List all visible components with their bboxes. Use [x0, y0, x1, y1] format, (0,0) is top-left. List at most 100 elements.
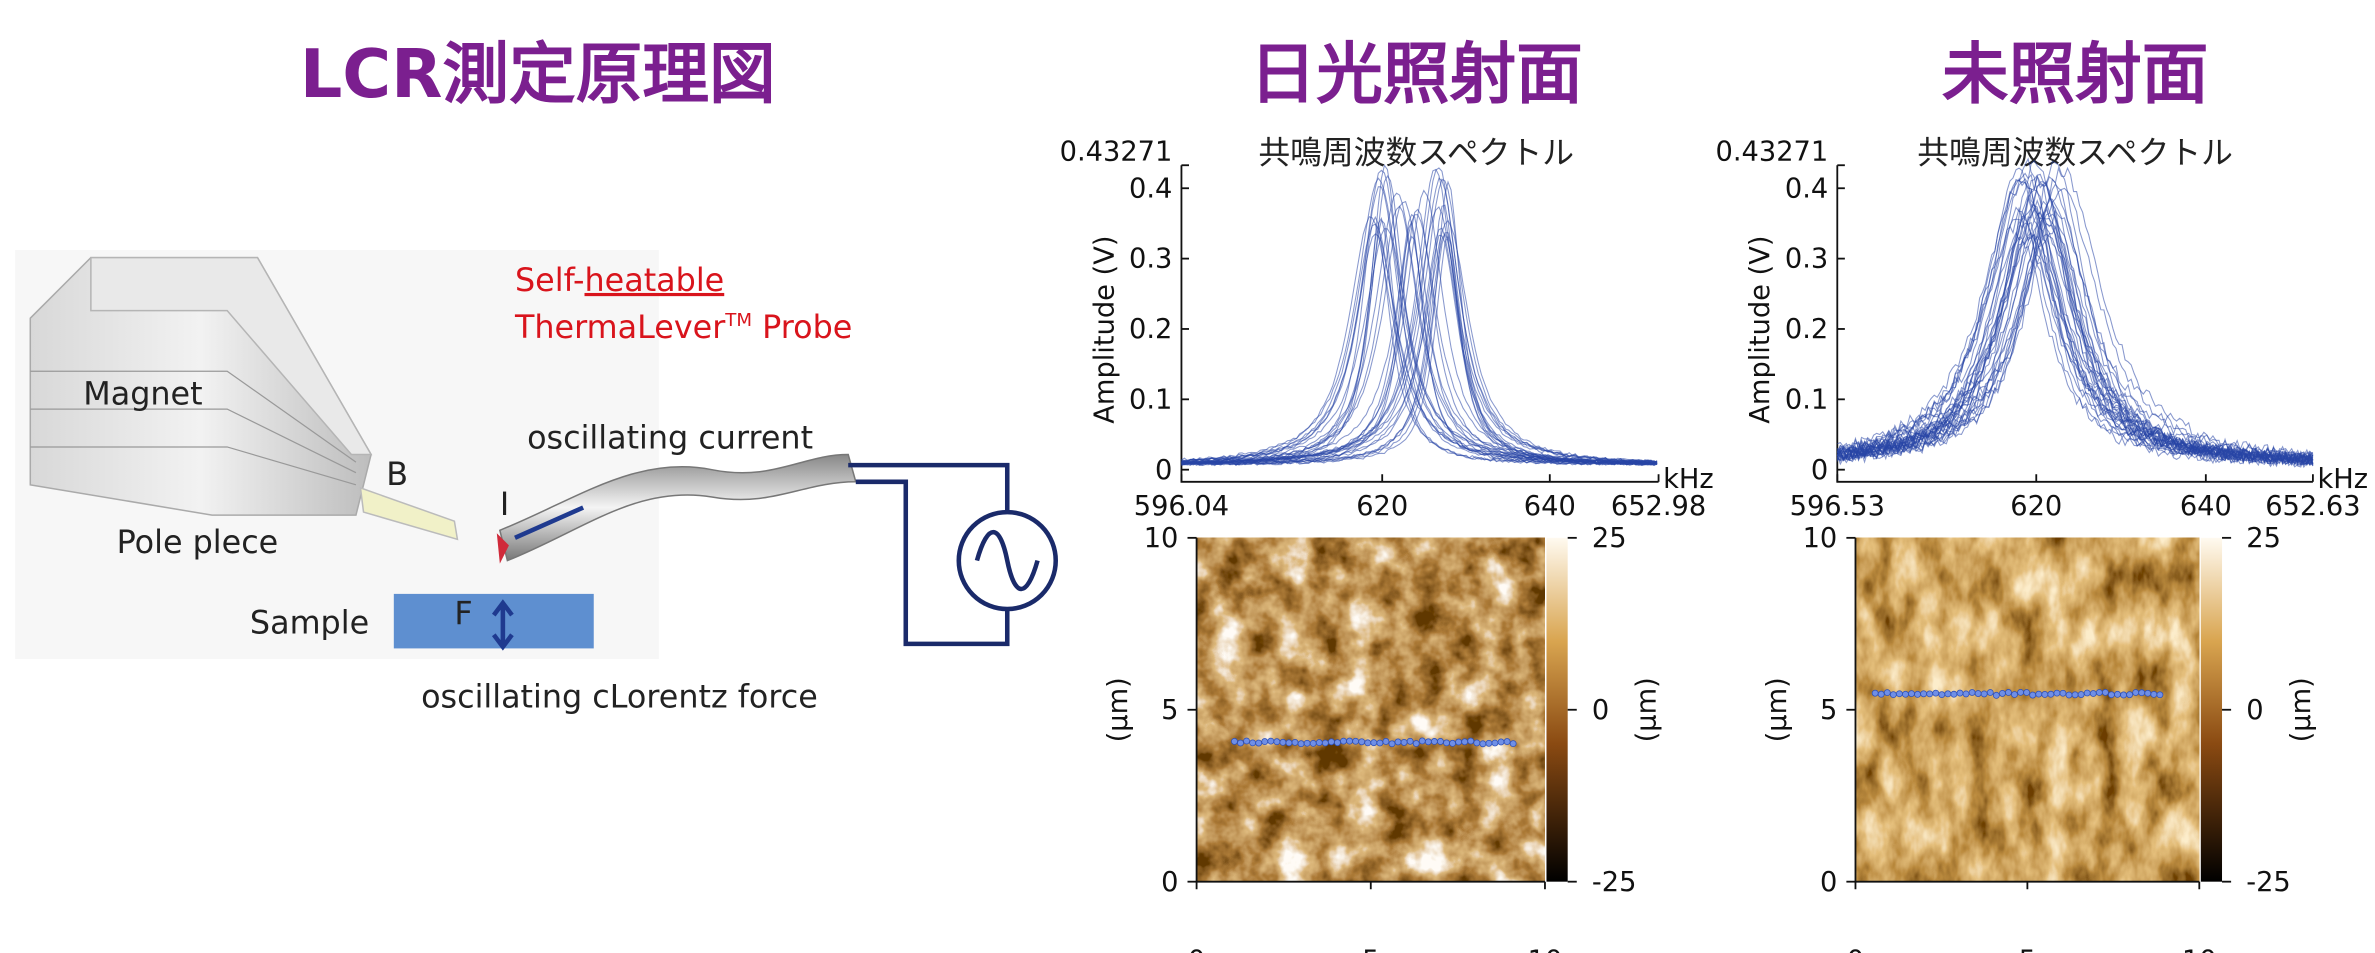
- trace: [1837, 210, 2313, 465]
- scan-point: [1359, 739, 1365, 745]
- figure: LCR測定原理図 Magnet B Pole plece I Sample F …: [0, 0, 2375, 953]
- y-tick-label: 0.4: [1129, 173, 1172, 204]
- scan-point: [1334, 740, 1340, 746]
- afm-image: [1197, 538, 1545, 882]
- scan-point: [1298, 741, 1304, 747]
- scan-point: [1975, 691, 1981, 697]
- colorbar-tick-label: 25: [2246, 523, 2281, 554]
- label: Pole plece: [117, 524, 279, 561]
- scan-point: [1280, 739, 1286, 745]
- scan-point: [1395, 739, 1401, 745]
- x-tick-label: 0: [1188, 946, 1205, 953]
- scan-point: [2054, 690, 2060, 696]
- scan-point: [1407, 738, 1413, 744]
- scan-point: [1347, 738, 1353, 744]
- y-tick-label: 0.3: [1129, 244, 1172, 275]
- colorbar-tick-label: -25: [1592, 867, 1637, 898]
- x-limit-label: 652.98: [1611, 491, 1706, 522]
- scan-point: [1431, 738, 1437, 744]
- scan-point: [1498, 739, 1504, 745]
- scan-point: [1310, 740, 1316, 746]
- label: Sample: [250, 604, 369, 641]
- scan-point: [2139, 690, 2145, 696]
- y-tick-label: 10: [1144, 523, 1179, 554]
- colorbar: [1546, 538, 1567, 882]
- y-limit-label: 0.43271: [1060, 137, 1173, 168]
- scan-point: [1921, 691, 1927, 697]
- scan-point: [1365, 740, 1371, 746]
- scan-point: [2005, 689, 2011, 695]
- scan-point: [1456, 739, 1462, 745]
- scan-point: [2084, 690, 2090, 696]
- scan-point: [1872, 690, 1878, 696]
- text: Self-: [515, 262, 585, 299]
- scan-point: [1969, 689, 1975, 695]
- trace: [1181, 215, 1657, 464]
- scan-point: [1401, 739, 1407, 745]
- trace: [1181, 179, 1657, 464]
- scan-point: [1292, 739, 1298, 745]
- scan-point: [2133, 689, 2139, 695]
- scan-point: [1915, 691, 1921, 697]
- scan-point: [1486, 740, 1492, 746]
- x-unit: kHz: [1663, 464, 1714, 495]
- scan-point: [1262, 739, 1268, 745]
- scan-point: [2157, 692, 2163, 698]
- label: oscillating cLorentz force: [421, 678, 818, 715]
- scan-point: [1274, 739, 1280, 745]
- scan-point: [1419, 738, 1425, 744]
- spectrum-title: 共鳴周波数スペクトル: [1258, 135, 1574, 172]
- scan-point: [1244, 738, 1250, 744]
- scan-point: [2030, 692, 2036, 698]
- scan-point: [2060, 690, 2066, 696]
- scan-point: [1504, 739, 1510, 745]
- text: ThermaLever: [514, 309, 726, 346]
- y-tick-label: 0.4: [1785, 173, 1828, 204]
- scan-point: [1371, 740, 1377, 746]
- y-tick-label: 0: [1161, 867, 1178, 898]
- colorbar-tick-label: 25: [1592, 523, 1627, 554]
- x-tick-label: 620: [2010, 491, 2062, 522]
- y-axis-label: (μm): [1762, 677, 1793, 742]
- y-tick-label: 0.3: [1785, 244, 1828, 275]
- colorbar-label: (μm): [1632, 677, 1663, 742]
- trace: [1837, 209, 2313, 465]
- scan-point: [1316, 740, 1322, 746]
- label: I: [500, 486, 509, 523]
- scan-point: [1377, 740, 1383, 746]
- x-limit-label: 596.53: [1790, 491, 1885, 522]
- x-tick-label: 640: [1524, 491, 1576, 522]
- scan-point: [1999, 690, 2005, 696]
- scan-point: [1908, 691, 1914, 697]
- x-tick-label: 5: [2019, 946, 2036, 953]
- scan-point: [1389, 741, 1395, 747]
- scan-point: [1268, 738, 1274, 744]
- scan-point: [1413, 740, 1419, 746]
- scan-point: [1256, 740, 1262, 746]
- scan-point: [1945, 691, 1951, 697]
- x-unit: kHz: [2317, 464, 2368, 495]
- x-limit-label: 596.04: [1134, 491, 1229, 522]
- trace: [1837, 179, 2313, 463]
- scan-point: [1933, 690, 1939, 696]
- text: TM: [724, 310, 752, 331]
- panel-title: 日光照射面: [1250, 35, 1583, 113]
- colorbar-label: (μm): [2286, 677, 2317, 742]
- scan-point: [1383, 738, 1389, 744]
- scan-point: [1902, 691, 1908, 697]
- trace: [1181, 217, 1657, 464]
- scan-point: [2145, 690, 2151, 696]
- scan-point: [1231, 738, 1237, 744]
- text: heatable: [585, 262, 725, 299]
- scan-point: [1480, 741, 1486, 747]
- sample: [394, 594, 594, 649]
- scan-point: [1340, 738, 1346, 744]
- scan-point: [1425, 739, 1431, 745]
- y-tick-label: 0: [1820, 867, 1837, 898]
- scan-point: [2042, 691, 2048, 697]
- scan-point: [1437, 738, 1443, 744]
- scan-point: [2078, 692, 2084, 698]
- probe-label: Self-heatable: [515, 262, 724, 299]
- trace: [1181, 209, 1657, 464]
- scan-point: [1474, 740, 1480, 746]
